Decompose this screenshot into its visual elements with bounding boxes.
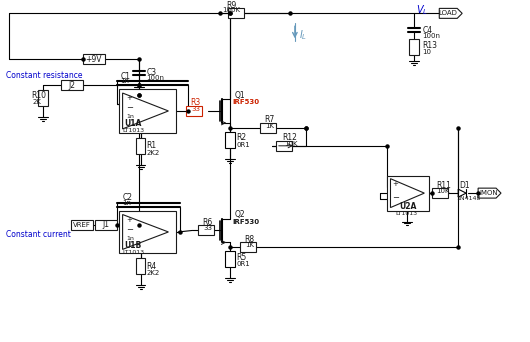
Text: R13: R13 bbox=[422, 41, 437, 50]
Text: −: − bbox=[127, 225, 134, 234]
Text: D1: D1 bbox=[459, 181, 470, 190]
Text: C2: C2 bbox=[122, 193, 132, 202]
Text: 33: 33 bbox=[191, 106, 200, 112]
Text: $I_L$: $I_L$ bbox=[299, 28, 307, 42]
Text: +9V: +9V bbox=[85, 55, 102, 64]
Bar bbox=[409, 39, 419, 55]
Text: LT1013: LT1013 bbox=[395, 211, 418, 216]
Text: 1n: 1n bbox=[121, 78, 130, 84]
Bar bbox=[95, 220, 117, 230]
Text: U1A: U1A bbox=[125, 119, 142, 128]
Text: +: + bbox=[393, 181, 399, 187]
Bar bbox=[240, 242, 256, 252]
Text: IMON: IMON bbox=[480, 190, 498, 196]
Text: R2: R2 bbox=[236, 133, 246, 142]
Text: 2K2: 2K2 bbox=[146, 150, 160, 156]
Text: $V_L$: $V_L$ bbox=[417, 3, 428, 17]
Bar bbox=[260, 123, 276, 133]
Text: 2K: 2K bbox=[33, 100, 42, 105]
Bar bbox=[38, 90, 48, 106]
Bar bbox=[71, 220, 93, 230]
Bar bbox=[387, 176, 429, 211]
Text: R1: R1 bbox=[146, 141, 157, 150]
Text: 1N4148: 1N4148 bbox=[456, 196, 481, 201]
Text: R11: R11 bbox=[436, 181, 451, 190]
Text: IRF530: IRF530 bbox=[232, 99, 259, 105]
Bar bbox=[276, 141, 292, 151]
Text: R7: R7 bbox=[264, 116, 274, 124]
Text: LT1013: LT1013 bbox=[122, 128, 145, 133]
Bar bbox=[61, 80, 83, 90]
Bar bbox=[432, 188, 448, 198]
Text: LOAD: LOAD bbox=[439, 10, 458, 16]
Text: 33: 33 bbox=[204, 225, 212, 232]
Text: R12: R12 bbox=[282, 133, 297, 142]
Text: Constant resistance: Constant resistance bbox=[6, 71, 83, 80]
Text: +: + bbox=[127, 95, 132, 101]
Text: R10: R10 bbox=[31, 91, 46, 100]
Text: VREF: VREF bbox=[73, 222, 91, 228]
Bar bbox=[119, 89, 176, 133]
Text: 100n: 100n bbox=[422, 33, 440, 39]
Text: 10K: 10K bbox=[284, 141, 297, 147]
Text: 0R1: 0R1 bbox=[236, 142, 250, 148]
Text: J2: J2 bbox=[68, 81, 75, 90]
Text: Q1: Q1 bbox=[234, 91, 245, 100]
Text: 0R1: 0R1 bbox=[236, 261, 250, 267]
Text: 1n: 1n bbox=[122, 200, 131, 206]
Text: 1K: 1K bbox=[265, 123, 274, 129]
Text: 100K: 100K bbox=[222, 8, 240, 13]
Text: R3: R3 bbox=[190, 98, 200, 107]
Text: J1: J1 bbox=[102, 221, 109, 229]
Text: R6: R6 bbox=[202, 218, 213, 227]
Text: C1: C1 bbox=[121, 71, 130, 81]
Text: 1n: 1n bbox=[127, 236, 135, 241]
Bar bbox=[187, 106, 202, 116]
Text: 100n: 100n bbox=[146, 75, 164, 81]
Text: +: + bbox=[127, 216, 132, 223]
Bar bbox=[225, 132, 235, 148]
Text: 1n: 1n bbox=[127, 115, 135, 119]
Text: IRF530: IRF530 bbox=[232, 219, 259, 224]
Bar bbox=[119, 211, 176, 253]
Text: 1K: 1K bbox=[245, 242, 254, 248]
Bar bbox=[136, 258, 146, 274]
Text: LT1013: LT1013 bbox=[122, 250, 145, 255]
Text: U2A: U2A bbox=[400, 202, 417, 211]
Text: U1B: U1B bbox=[125, 241, 142, 250]
Text: Q2: Q2 bbox=[234, 210, 245, 219]
Bar bbox=[136, 138, 146, 154]
Text: R9: R9 bbox=[226, 1, 236, 10]
Text: C3: C3 bbox=[146, 68, 157, 77]
Bar bbox=[228, 9, 244, 18]
Text: −: − bbox=[127, 104, 134, 113]
Text: R8: R8 bbox=[244, 235, 254, 244]
Text: 10K: 10K bbox=[436, 188, 450, 194]
Text: 10: 10 bbox=[422, 49, 431, 55]
Bar bbox=[198, 225, 214, 235]
Text: −: − bbox=[393, 193, 400, 202]
Text: R4: R4 bbox=[146, 262, 157, 271]
Text: R5: R5 bbox=[236, 253, 246, 262]
Bar bbox=[83, 54, 104, 64]
Text: 2K2: 2K2 bbox=[146, 270, 160, 276]
Text: C4: C4 bbox=[422, 26, 432, 35]
Bar bbox=[225, 251, 235, 267]
Text: Constant current: Constant current bbox=[6, 231, 71, 239]
